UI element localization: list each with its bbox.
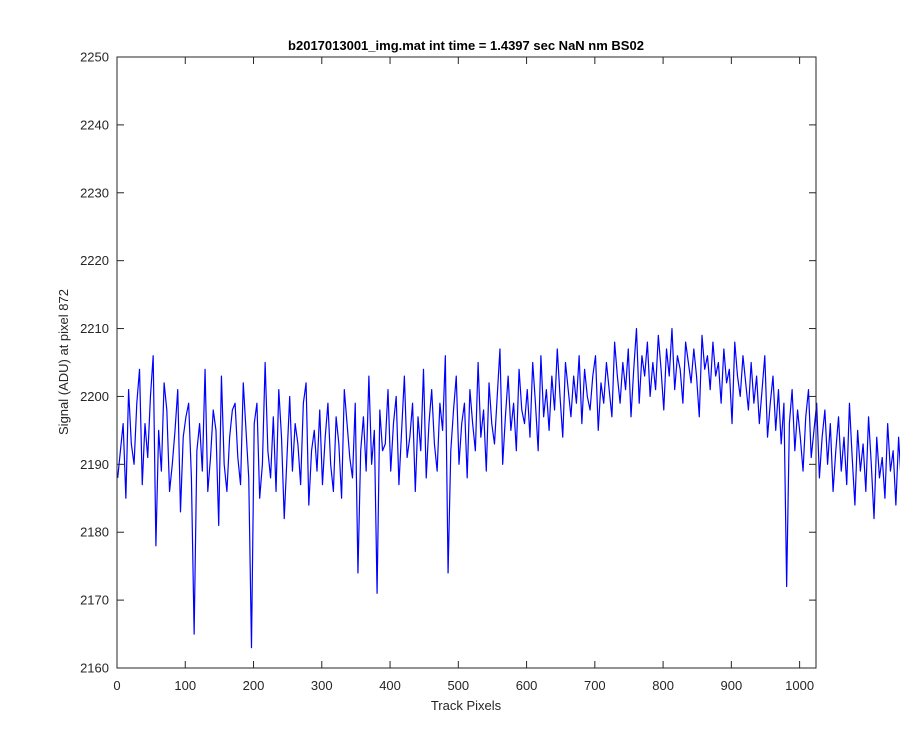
x-axis: 0 100 200 300 400 500 600 700 800 900 1000 [113,57,814,693]
x-tick-label: 300 [311,678,333,693]
y-tick-label: 2160 [80,661,109,676]
plot-area [117,57,816,668]
x-tick-label: 400 [379,678,401,693]
y-tick-label: 2230 [80,185,109,200]
data-layer [117,327,900,649]
x-tick-label: 600 [516,678,538,693]
x-tick-label: 800 [652,678,674,693]
y-tick-label: 2170 [80,593,109,608]
series-line-1 [117,327,900,649]
y-axis-title: Signal (ADU) at pixel 872 [56,289,71,435]
x-tick-label: 500 [447,678,469,693]
x-tick-label: 900 [721,678,743,693]
x-tick-label: 700 [584,678,606,693]
x-tick-label: 1000 [785,678,814,693]
y-tick-label: 2190 [80,457,109,472]
y-axis: 2160 2170 2180 2190 2200 2210 2220 2230 2240 2250 [80,50,816,676]
y-tick-label: 2180 [80,525,109,540]
x-tick-label: 0 [113,678,120,693]
axes-box [116,56,817,669]
x-axis-title: Track Pixels [431,698,502,713]
x-tick-label: 100 [174,678,196,693]
y-tick-label: 2200 [80,389,109,404]
y-tick-label: 2240 [80,117,109,132]
y-tick-label: 2250 [80,50,109,65]
y-tick-label: 2210 [80,321,109,336]
y-tick-label: 2220 [80,253,109,268]
x-tick-label: 200 [243,678,265,693]
chart-title: b2017013001_img.mat int time = 1.4397 se… [288,38,644,53]
